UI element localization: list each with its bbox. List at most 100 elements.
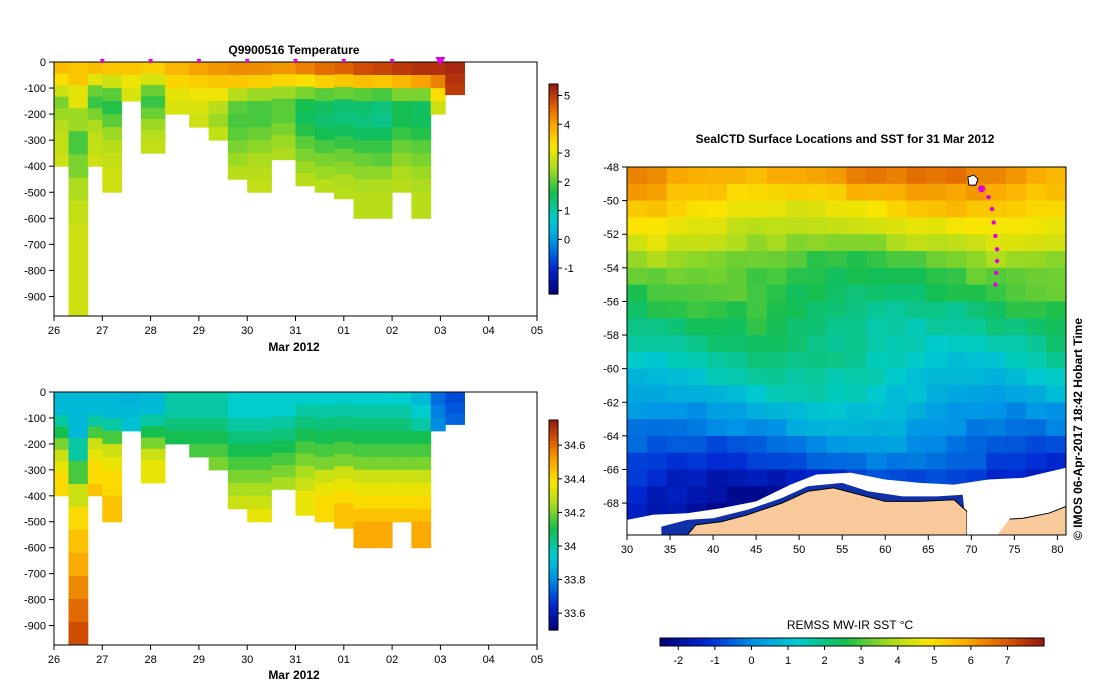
- profile-cell: [411, 166, 432, 180]
- sst-cell: [686, 402, 708, 420]
- profile-cell: [392, 179, 412, 193]
- sst-cell: [986, 335, 1007, 353]
- profile-cell: [54, 392, 69, 404]
- sst-cell: [1006, 318, 1027, 336]
- profile-cell: [334, 453, 354, 467]
- profile-cell: [353, 62, 374, 76]
- sst-colorbar-swatch: [664, 638, 671, 646]
- sst-cell: [906, 183, 927, 202]
- colorbar-swatch: [549, 504, 558, 509]
- sst-cell: [886, 335, 907, 353]
- profile-cell: [208, 114, 229, 128]
- profile-cell: [411, 521, 432, 536]
- sst-cell: [766, 200, 788, 218]
- profile-cell: [372, 417, 393, 432]
- colorbar-swatch: [549, 609, 558, 614]
- sst-colorbar-swatch: [746, 638, 752, 646]
- profile-cell: [392, 508, 412, 523]
- sst-cell: [746, 200, 768, 218]
- sst-cell: [627, 368, 648, 386]
- profile-cell: [68, 622, 89, 646]
- profile-cell: [430, 75, 446, 89]
- sst-cell: [726, 217, 748, 235]
- colorbar-swatch: [549, 549, 558, 554]
- profile-cell: [87, 426, 103, 439]
- profile-cell: [165, 75, 190, 89]
- colorbar-tick-label: 2: [564, 177, 570, 189]
- sst-colorbar-swatch: [741, 638, 747, 646]
- temperature-xlabel: Mar 2012: [268, 340, 320, 354]
- profile-cell: [392, 88, 412, 102]
- profile-cell: [334, 478, 354, 492]
- profile-cell: [68, 85, 89, 109]
- sst-cell: [706, 402, 728, 420]
- sst-colorbar-swatch: [943, 638, 949, 646]
- sst-cell: [1046, 183, 1066, 202]
- profile-cell: [165, 101, 190, 115]
- salinity-cells: [54, 392, 465, 646]
- latest-profile-marker: [435, 57, 446, 66]
- profile-cell: [445, 402, 465, 415]
- sst-cell: [806, 368, 828, 386]
- colorbar-swatch: [549, 497, 558, 502]
- profile-cell: [227, 114, 248, 128]
- colorbar-swatch: [549, 133, 558, 138]
- sst-cell: [746, 402, 768, 420]
- temperature-section-plot: Q9900516 Temperature 0 -100 -200 -300 -400 -5…: [24, 43, 574, 354]
- sst-colorbar-swatch: [967, 638, 973, 646]
- profile-cell: [353, 127, 374, 141]
- profile-cell: [102, 88, 123, 102]
- y-tick-label: 0: [40, 387, 46, 399]
- sst-cell: [647, 284, 668, 302]
- sst-cell: [806, 351, 828, 370]
- sst-cell: [746, 318, 768, 336]
- colorbar-swatch: [549, 546, 558, 551]
- profile-cell: [140, 426, 166, 438]
- profile-cell: [314, 392, 335, 406]
- map-x-tick-label: 60: [879, 544, 891, 556]
- sst-cell: [986, 402, 1007, 420]
- sst-cell: [706, 351, 728, 370]
- sst-cell: [926, 419, 947, 437]
- colorbar-swatch: [549, 287, 558, 292]
- sst-cell: [806, 452, 828, 471]
- colorbar-swatch: [549, 182, 558, 187]
- sst-cell: [627, 234, 648, 252]
- colorbar-swatch: [549, 192, 558, 197]
- sst-cell: [986, 284, 1007, 302]
- sst-cell: [746, 217, 768, 235]
- sst-colorbar-swatch: [818, 638, 824, 646]
- sst-cell: [1046, 368, 1066, 386]
- sst-cell: [846, 167, 868, 185]
- sst-cell: [966, 435, 987, 454]
- sst-cell: [746, 267, 768, 286]
- sst-colorbar-swatch: [1000, 638, 1007, 646]
- profile-cell: [334, 173, 354, 187]
- sst-cell: [627, 284, 648, 302]
- sst-cell: [966, 385, 987, 403]
- colorbar-swatch: [549, 248, 558, 253]
- profile-cell: [372, 101, 393, 115]
- profile-cell: [271, 74, 296, 87]
- sst-colorbar-swatch: [684, 638, 690, 646]
- sst-cell: [686, 469, 708, 487]
- colorbar-swatch: [549, 161, 558, 166]
- profile-cell: [353, 456, 374, 471]
- colorbar-swatch: [549, 283, 558, 288]
- sst-cell: [686, 435, 708, 454]
- y-tick-label: -600: [24, 213, 46, 225]
- sst-cell: [826, 318, 848, 336]
- profile-cell: [411, 140, 432, 154]
- sst-cell: [1046, 385, 1066, 403]
- colorbar-swatch: [549, 105, 558, 110]
- sst-cell: [806, 234, 828, 252]
- sst-cell: [946, 435, 967, 454]
- sst-colorbar-swatch: [847, 638, 853, 646]
- profile-cell: [68, 484, 89, 508]
- sst-cell: [1046, 452, 1066, 471]
- profile-cell: [87, 131, 103, 144]
- profile-cell: [87, 403, 103, 416]
- sst-cell: [926, 251, 947, 269]
- profile-cell: [353, 521, 374, 536]
- map-y-tick-label: -54: [603, 263, 619, 275]
